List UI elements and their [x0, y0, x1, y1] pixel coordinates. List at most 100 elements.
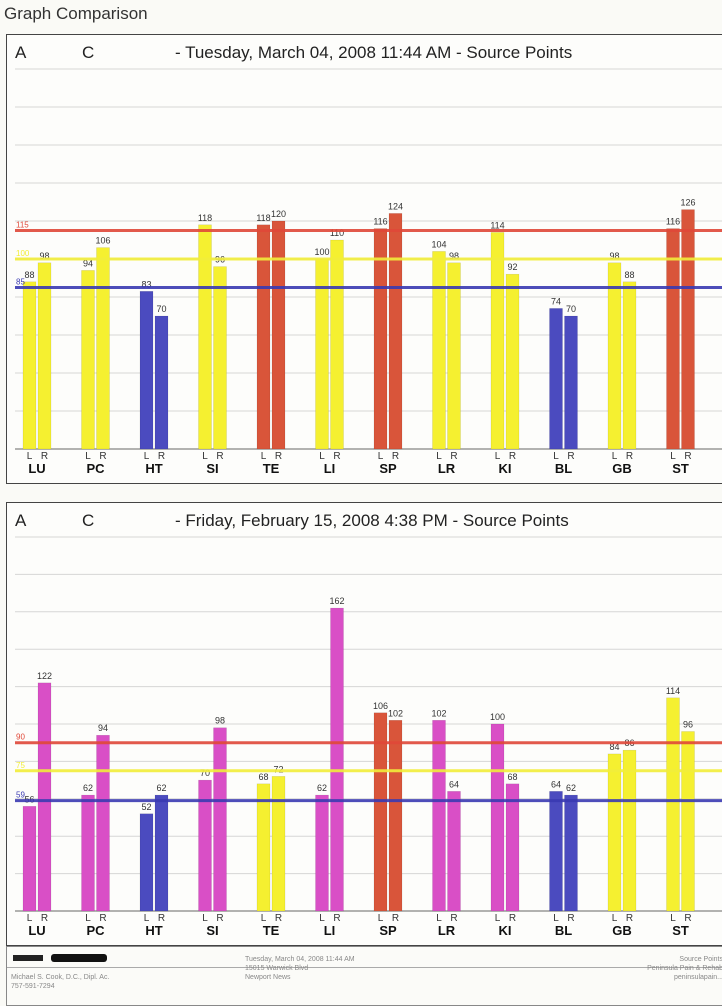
bar-gb-left — [607, 262, 622, 450]
sub-label-right: R — [392, 451, 399, 462]
sub-label-left: L — [612, 913, 618, 924]
bar-gb-right — [622, 749, 637, 912]
data-label: 102 — [388, 708, 403, 718]
data-label: 68 — [507, 772, 517, 782]
chart-header: A C - Tuesday, March 04, 2008 11:44 AM -… — [7, 35, 722, 65]
data-label: 100 — [314, 247, 329, 257]
bar-pc-left — [81, 270, 95, 450]
header-date-title: - Friday, February 15, 2008 4:38 PM - So… — [175, 511, 569, 530]
bar-si-left — [198, 779, 212, 912]
sub-label-left: L — [495, 913, 501, 924]
data-label: 114 — [666, 686, 680, 696]
sub-label-right: R — [567, 913, 574, 924]
category-label-te: TE — [263, 461, 280, 476]
reference-line-label: 75 — [16, 761, 25, 770]
category-label-lu: LU — [28, 923, 45, 938]
sub-label-right: R — [99, 451, 106, 462]
sub-label-left: L — [85, 913, 91, 924]
data-label: 98 — [215, 716, 225, 726]
footer-address: 15015 Warwick Blvd — [245, 965, 309, 972]
data-label: 88 — [24, 270, 34, 280]
sub-label-right: R — [626, 451, 633, 462]
footer-divider — [7, 967, 722, 968]
footer-report-type: Source Points — [679, 956, 722, 963]
chart-header: A C - Friday, February 15, 2008 4:38 PM … — [7, 503, 722, 533]
sub-label-right: R — [41, 451, 48, 462]
data-label: 70 — [156, 304, 166, 314]
bar-li-right — [330, 239, 344, 450]
data-label: 68 — [258, 772, 268, 782]
chart-panel-february: A C - Friday, February 15, 2008 4:38 PM … — [6, 502, 722, 946]
category-label-lr: LR — [438, 923, 456, 938]
category-label-bl: BL — [555, 461, 572, 476]
category-label-ht: HT — [145, 461, 162, 476]
bar-si-left — [198, 224, 212, 450]
bar-sp-right — [388, 213, 403, 450]
footer-session-date: Tuesday, March 04, 2008 11:44 AM — [245, 956, 355, 963]
bar-bl-right — [564, 315, 578, 450]
reference-line-label: 115 — [16, 221, 29, 230]
data-label: 62 — [156, 783, 166, 793]
bar-ki-right — [505, 273, 520, 450]
data-label: 106 — [95, 236, 110, 246]
header-date-title: - Tuesday, March 04, 2008 11:44 AM - Sou… — [175, 43, 573, 62]
bar-ki-left — [490, 232, 505, 450]
bar-st-left — [666, 697, 680, 912]
sub-label-right: R — [216, 451, 223, 462]
data-label: 70 — [566, 304, 576, 314]
category-label-pc: PC — [86, 923, 105, 938]
sub-label-right: R — [567, 451, 574, 462]
bar-te-right — [271, 220, 286, 450]
category-label-gb: GB — [612, 923, 632, 938]
data-label: 88 — [624, 270, 634, 280]
bar-st-right — [681, 209, 695, 450]
data-label: 96 — [683, 719, 693, 729]
sub-label-right: R — [333, 913, 340, 924]
bar-pc-left — [81, 794, 95, 912]
category-label-li: LI — [324, 461, 336, 476]
footer-practitioner-name: Michael S. Cook, D.C., Dipl. Ac. — [11, 974, 110, 981]
page-title: Graph Comparison — [4, 4, 148, 23]
category-label-bl: BL — [555, 923, 572, 938]
bar-sp-left — [373, 712, 388, 912]
reference-line-label: 85 — [16, 278, 25, 287]
sub-label-left: L — [144, 913, 150, 924]
data-label: 114 — [490, 220, 504, 230]
data-label: 83 — [141, 279, 151, 289]
bar-lr-right — [447, 791, 461, 912]
header-initial-a: A — [15, 511, 27, 530]
sub-label-left: L — [144, 451, 150, 462]
bar-ht-right — [154, 315, 169, 450]
sub-label-left: L — [378, 913, 384, 924]
category-label-st: ST — [672, 461, 689, 476]
bar-bl-left — [549, 791, 563, 912]
sub-label-right: R — [509, 913, 516, 924]
bar-te-right — [271, 776, 286, 912]
header-initial-c: C — [82, 43, 95, 62]
sub-label-left: L — [670, 913, 676, 924]
sub-label-left: L — [612, 451, 618, 462]
category-label-st: ST — [672, 923, 689, 938]
data-label: 118 — [198, 213, 212, 223]
footer-city: Newport News — [245, 974, 291, 981]
data-label: 120 — [271, 209, 286, 219]
data-label: 94 — [83, 258, 93, 268]
sub-label-right: R — [99, 913, 106, 924]
sub-label-left: L — [495, 451, 501, 462]
category-label-ki: KI — [499, 461, 512, 476]
category-label-li: LI — [324, 923, 336, 938]
data-label: 98 — [39, 251, 49, 261]
bar-st-left — [666, 228, 680, 450]
header-initial-c: C — [82, 511, 95, 530]
bar-lr-left — [432, 720, 446, 912]
sub-label-left: L — [670, 451, 676, 462]
bar-ht-left — [139, 813, 154, 912]
sub-label-left: L — [27, 913, 33, 924]
footer-session: Tuesday, March 04, 2008 11:44 AM 15015 W… — [245, 955, 435, 982]
sub-label-left: L — [553, 913, 559, 924]
sub-label-left: L — [378, 451, 384, 462]
category-label-ht: HT — [145, 923, 162, 938]
sub-label-left: L — [261, 451, 267, 462]
bar-si-right — [213, 266, 227, 450]
sub-label-left: L — [85, 451, 91, 462]
